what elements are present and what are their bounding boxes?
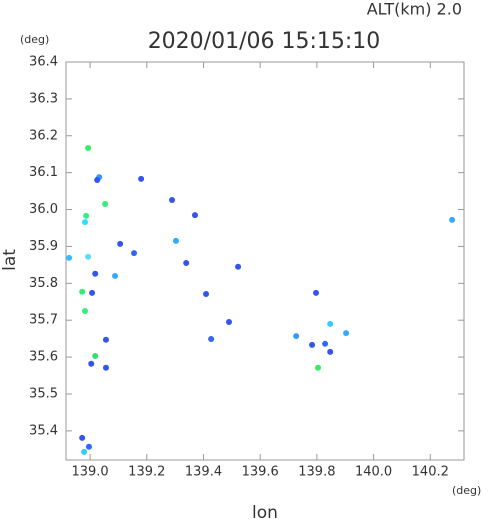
point <box>79 288 86 295</box>
point <box>172 237 179 244</box>
point <box>293 333 300 340</box>
y-tick-label: 36.2 <box>29 128 58 143</box>
x-tick-label: 139.4 <box>185 465 222 480</box>
x-tick-label: 140.2 <box>412 465 449 480</box>
x-tick-label: 139.2 <box>128 465 165 480</box>
point <box>79 434 86 441</box>
x-tick-label: 139.8 <box>298 465 335 480</box>
x-tick-label: 140.0 <box>355 465 392 480</box>
point <box>327 320 334 327</box>
point <box>131 250 138 257</box>
point <box>81 307 88 314</box>
y-tick-label: 36.0 <box>29 202 58 217</box>
point <box>102 201 109 208</box>
y-tick-label: 35.9 <box>29 239 58 254</box>
point <box>85 253 92 260</box>
point <box>208 336 215 343</box>
point <box>92 352 99 359</box>
point <box>117 240 124 247</box>
point <box>138 175 145 182</box>
point <box>225 319 232 326</box>
point <box>343 330 350 337</box>
y-tick-label: 35.5 <box>29 386 58 401</box>
point <box>327 348 334 355</box>
point <box>235 263 242 270</box>
point <box>83 212 90 219</box>
x-tick-label: 139.6 <box>242 465 279 480</box>
point <box>183 260 190 267</box>
point <box>313 289 320 296</box>
y-tick-label: 35.7 <box>29 313 58 328</box>
point <box>203 291 210 298</box>
point <box>81 448 88 455</box>
x-tick-label: 139.0 <box>71 465 108 480</box>
chart-subtitle: ALT(km) 2.0 <box>367 0 462 19</box>
chart-title: 2020/01/06 15:15:10 <box>148 29 381 54</box>
y-tick-label: 35.6 <box>29 350 58 365</box>
y-unit: (deg) <box>20 33 49 46</box>
point <box>85 144 92 151</box>
point <box>92 270 99 277</box>
y-axis-label: lat <box>0 249 20 271</box>
point <box>112 272 119 279</box>
x-axis-label: lon <box>252 503 278 521</box>
point <box>102 364 109 371</box>
y-tick-label: 36.1 <box>29 165 58 180</box>
point <box>309 341 316 348</box>
point <box>88 360 95 367</box>
point <box>169 196 176 203</box>
point <box>191 212 198 219</box>
y-tick-label: 35.8 <box>29 276 58 291</box>
y-tick-label: 36.3 <box>29 91 58 106</box>
point <box>449 216 456 223</box>
point <box>85 443 92 450</box>
point <box>102 336 109 343</box>
y-tick-label: 35.4 <box>29 423 58 438</box>
point <box>94 177 101 184</box>
point <box>315 364 322 371</box>
x-unit: (deg) <box>452 484 481 497</box>
point <box>81 219 88 226</box>
y-tick-label: 36.4 <box>29 55 58 70</box>
plot-frame <box>65 61 465 461</box>
point <box>66 254 73 261</box>
point <box>89 289 96 296</box>
point <box>322 340 329 347</box>
